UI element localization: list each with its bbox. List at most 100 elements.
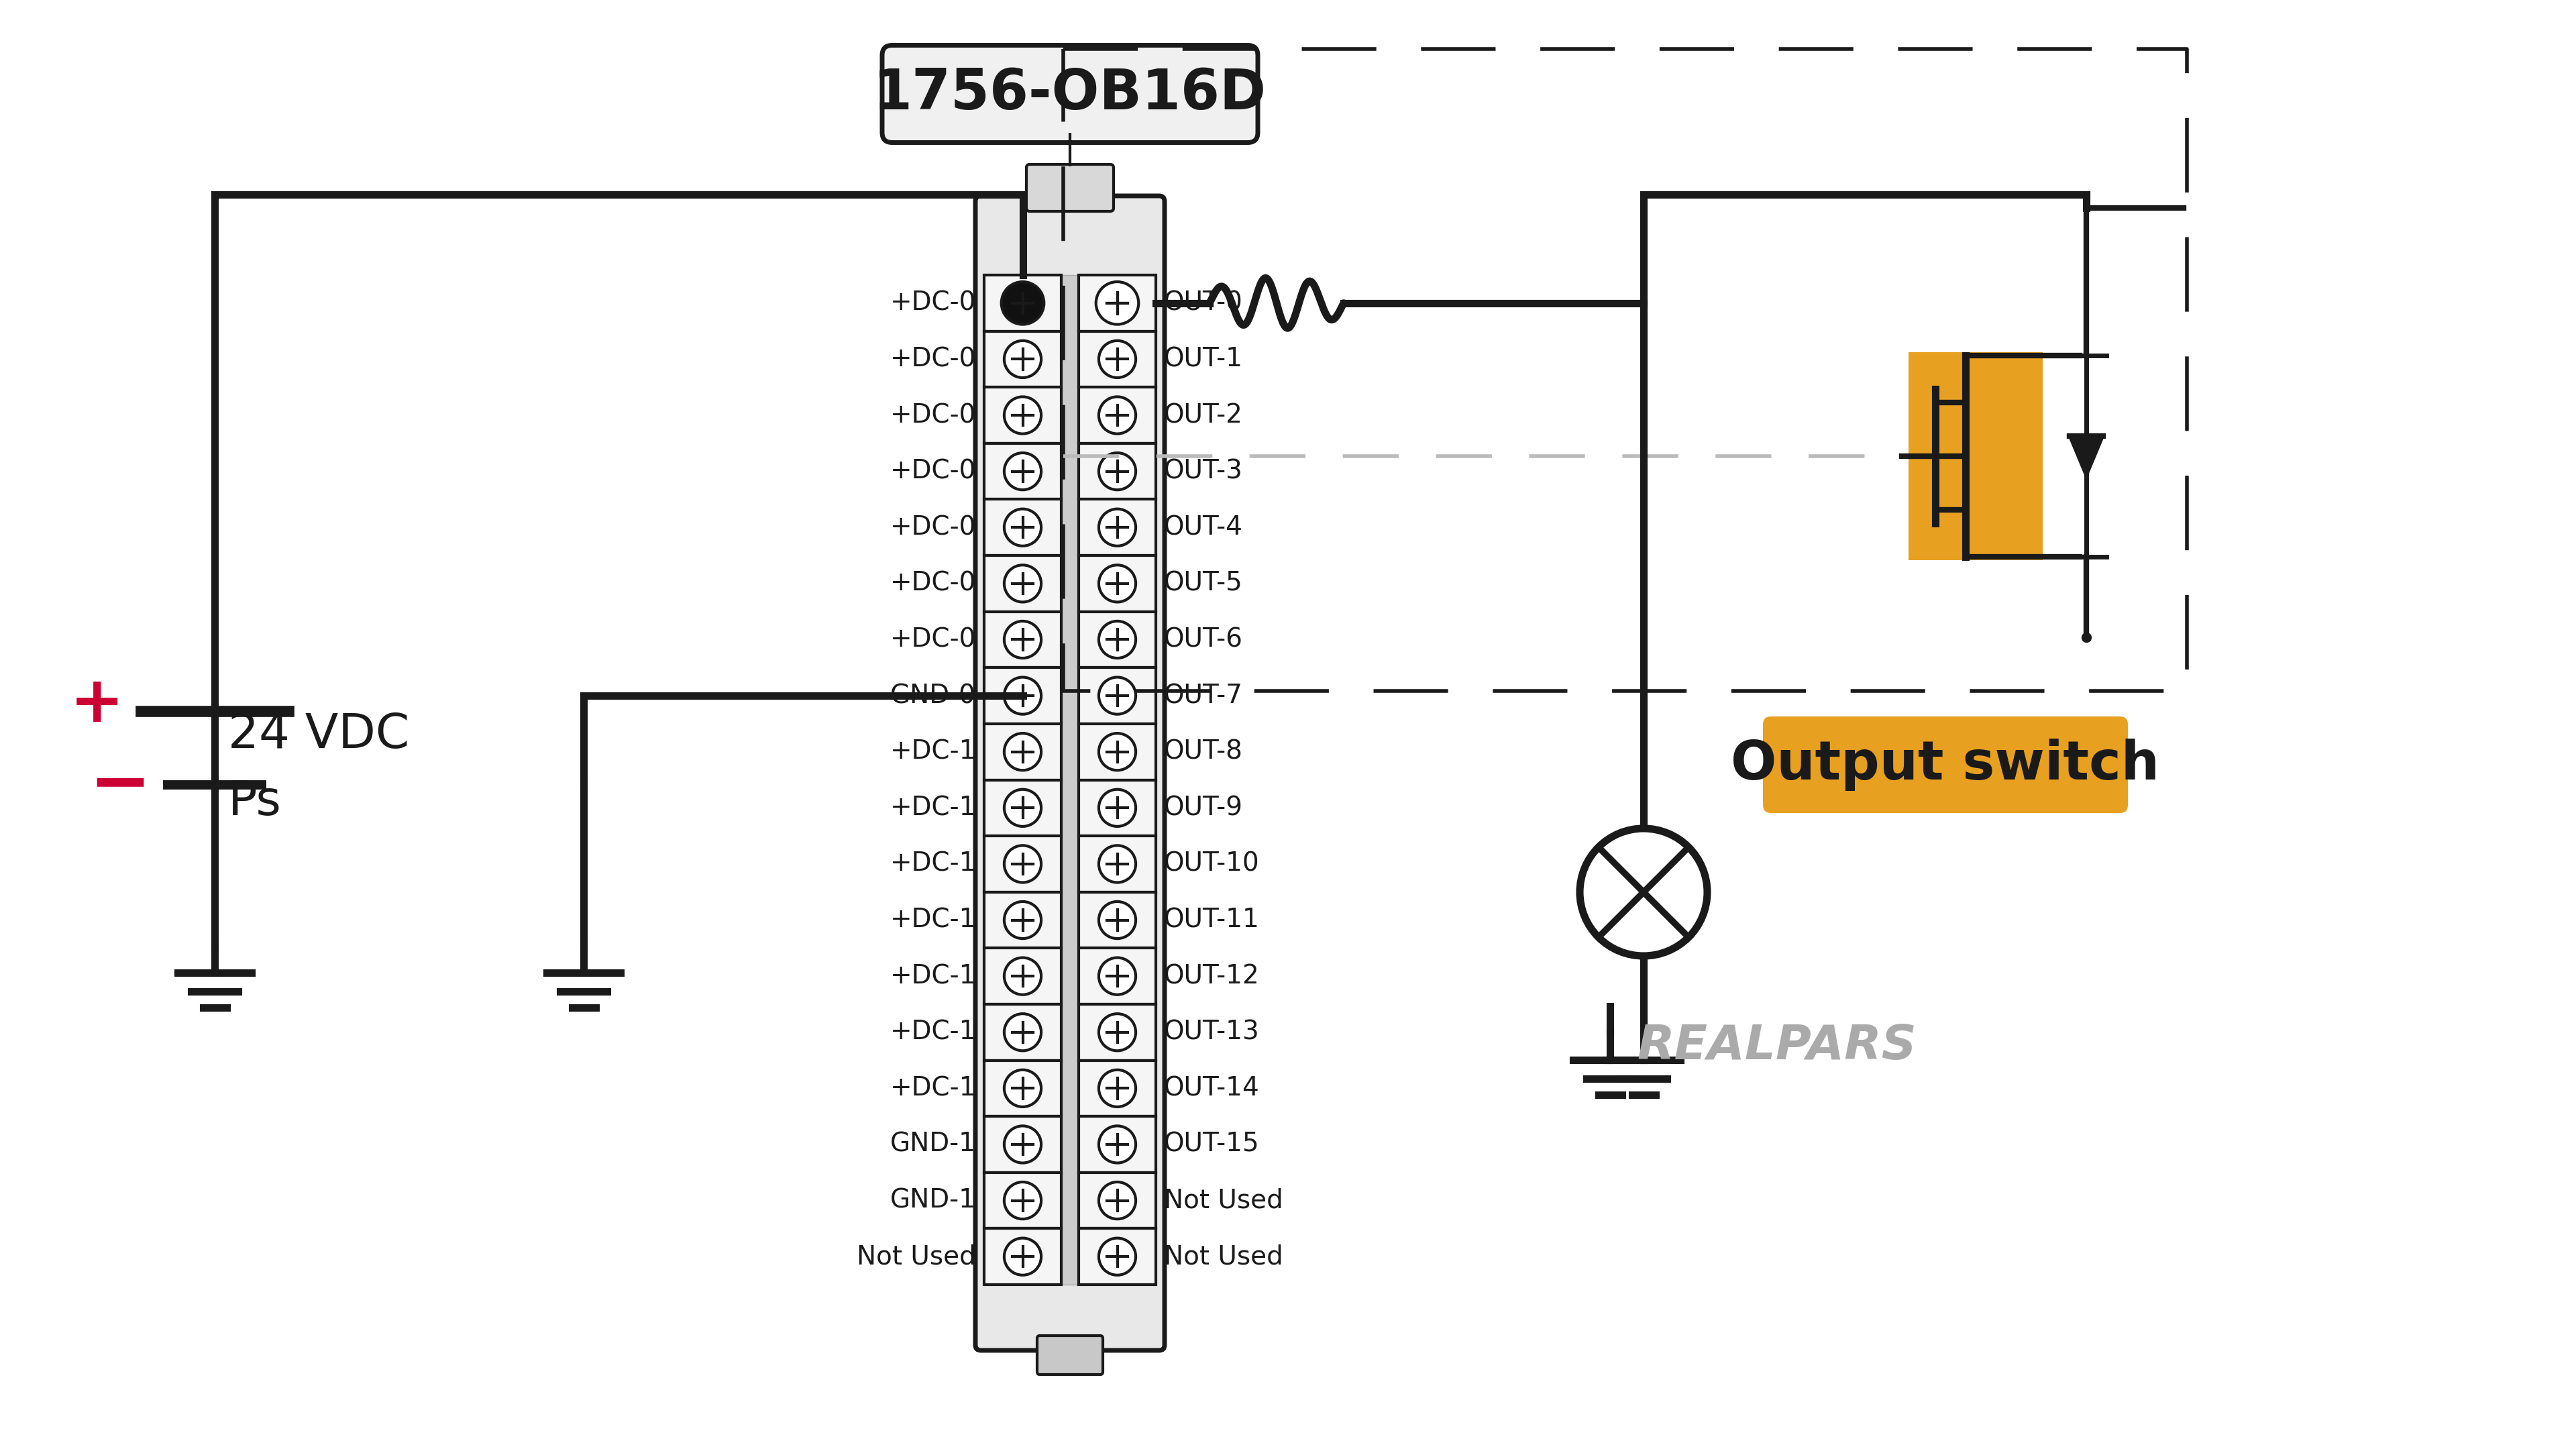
Bar (1079, 893, 1157, 948)
Text: +DC-1: +DC-1 (889, 851, 976, 877)
Circle shape (1100, 397, 1136, 433)
Bar (1079, 1172, 1157, 1229)
Circle shape (1100, 454, 1136, 490)
FancyBboxPatch shape (1038, 1336, 1103, 1375)
Bar (1079, 500, 1157, 555)
Text: −: − (88, 749, 152, 820)
Circle shape (1005, 901, 1041, 939)
Text: GND-1: GND-1 (891, 1132, 976, 1158)
Bar (1079, 780, 1157, 836)
Circle shape (1100, 341, 1136, 378)
Text: Not Used: Not Used (1164, 1243, 1283, 1269)
FancyBboxPatch shape (881, 45, 1257, 142)
Bar (1061, 275, 1079, 1285)
Circle shape (1005, 284, 1041, 322)
Bar (1079, 948, 1157, 1004)
Text: +DC-0: +DC-0 (889, 571, 976, 597)
Bar (984, 668, 1061, 723)
Text: +DC-0: +DC-0 (889, 458, 976, 484)
Bar (984, 948, 1061, 1004)
Text: OUT-1: OUT-1 (1164, 346, 1244, 372)
Text: REALPARS: REALPARS (1636, 1023, 1917, 1069)
Text: +: + (70, 674, 124, 736)
Bar (984, 275, 1061, 332)
Circle shape (1100, 509, 1136, 546)
Bar (984, 611, 1061, 668)
Circle shape (1579, 829, 1708, 956)
Text: OUT-10: OUT-10 (1164, 851, 1260, 877)
Bar (984, 1229, 1061, 1285)
Circle shape (1005, 1182, 1041, 1219)
Circle shape (1005, 1069, 1041, 1107)
Bar (1079, 1061, 1157, 1116)
Text: Not Used: Not Used (1164, 1188, 1283, 1213)
Circle shape (1100, 565, 1136, 601)
Text: OUT-9: OUT-9 (1164, 796, 1244, 820)
Bar (1079, 668, 1157, 723)
Circle shape (1100, 284, 1136, 322)
Text: OUT-15: OUT-15 (1164, 1132, 1260, 1158)
Bar (984, 723, 1061, 780)
Circle shape (1005, 565, 1041, 601)
Bar (984, 1004, 1061, 1061)
Circle shape (1005, 790, 1041, 826)
Text: Not Used: Not Used (858, 1243, 976, 1269)
Circle shape (1100, 958, 1136, 994)
Text: +DC-1: +DC-1 (889, 964, 976, 988)
Circle shape (1005, 1014, 1041, 1051)
Text: 24 VDC: 24 VDC (229, 711, 410, 758)
Text: OUT-0: OUT-0 (1164, 290, 1244, 316)
Text: GND-0: GND-0 (891, 682, 976, 709)
Text: GND-1: GND-1 (891, 1188, 976, 1213)
Bar (1079, 275, 1157, 332)
Circle shape (1100, 1237, 1136, 1275)
Circle shape (1005, 454, 1041, 490)
Text: OUT-2: OUT-2 (1164, 403, 1244, 427)
Text: OUT-7: OUT-7 (1164, 682, 1244, 709)
Text: OUT-4: OUT-4 (1164, 514, 1244, 540)
Bar (1909, 352, 2043, 561)
Text: OUT-3: OUT-3 (1164, 458, 1244, 484)
Circle shape (1005, 677, 1041, 714)
Bar (984, 893, 1061, 948)
Circle shape (1002, 281, 1043, 325)
Text: OUT-6: OUT-6 (1164, 627, 1244, 652)
Text: +DC-0: +DC-0 (889, 290, 976, 316)
FancyBboxPatch shape (976, 196, 1164, 1350)
Text: OUT-5: OUT-5 (1164, 571, 1242, 597)
Text: +DC-1: +DC-1 (889, 1020, 976, 1045)
Circle shape (1095, 281, 1139, 325)
Bar (984, 1172, 1061, 1229)
Circle shape (1005, 622, 1041, 658)
Circle shape (1005, 958, 1041, 994)
Circle shape (1005, 845, 1041, 882)
Bar (984, 780, 1061, 836)
Text: OUT-11: OUT-11 (1164, 907, 1260, 933)
Bar (1079, 836, 1157, 893)
Text: 1756-OB16D: 1756-OB16D (873, 67, 1267, 122)
Polygon shape (2069, 436, 2102, 477)
Text: +DC-1: +DC-1 (889, 907, 976, 933)
Bar (1079, 1004, 1157, 1061)
Circle shape (1100, 1126, 1136, 1164)
Circle shape (1100, 1182, 1136, 1219)
Circle shape (1100, 901, 1136, 939)
Text: +DC-0: +DC-0 (889, 627, 976, 652)
FancyBboxPatch shape (1762, 716, 2128, 813)
Circle shape (1100, 790, 1136, 826)
Circle shape (1005, 509, 1041, 546)
Text: +DC-1: +DC-1 (889, 796, 976, 820)
Bar (1079, 611, 1157, 668)
Text: OUT-14: OUT-14 (1164, 1075, 1260, 1101)
Circle shape (1005, 1237, 1041, 1275)
Bar (984, 500, 1061, 555)
Circle shape (1100, 622, 1136, 658)
Circle shape (1100, 845, 1136, 882)
Text: Ps: Ps (229, 778, 281, 824)
Bar (1079, 443, 1157, 500)
Bar (984, 387, 1061, 443)
FancyBboxPatch shape (1025, 164, 1113, 212)
Text: +DC-0: +DC-0 (889, 514, 976, 540)
Text: +DC-1: +DC-1 (889, 739, 976, 765)
Bar (1079, 555, 1157, 611)
